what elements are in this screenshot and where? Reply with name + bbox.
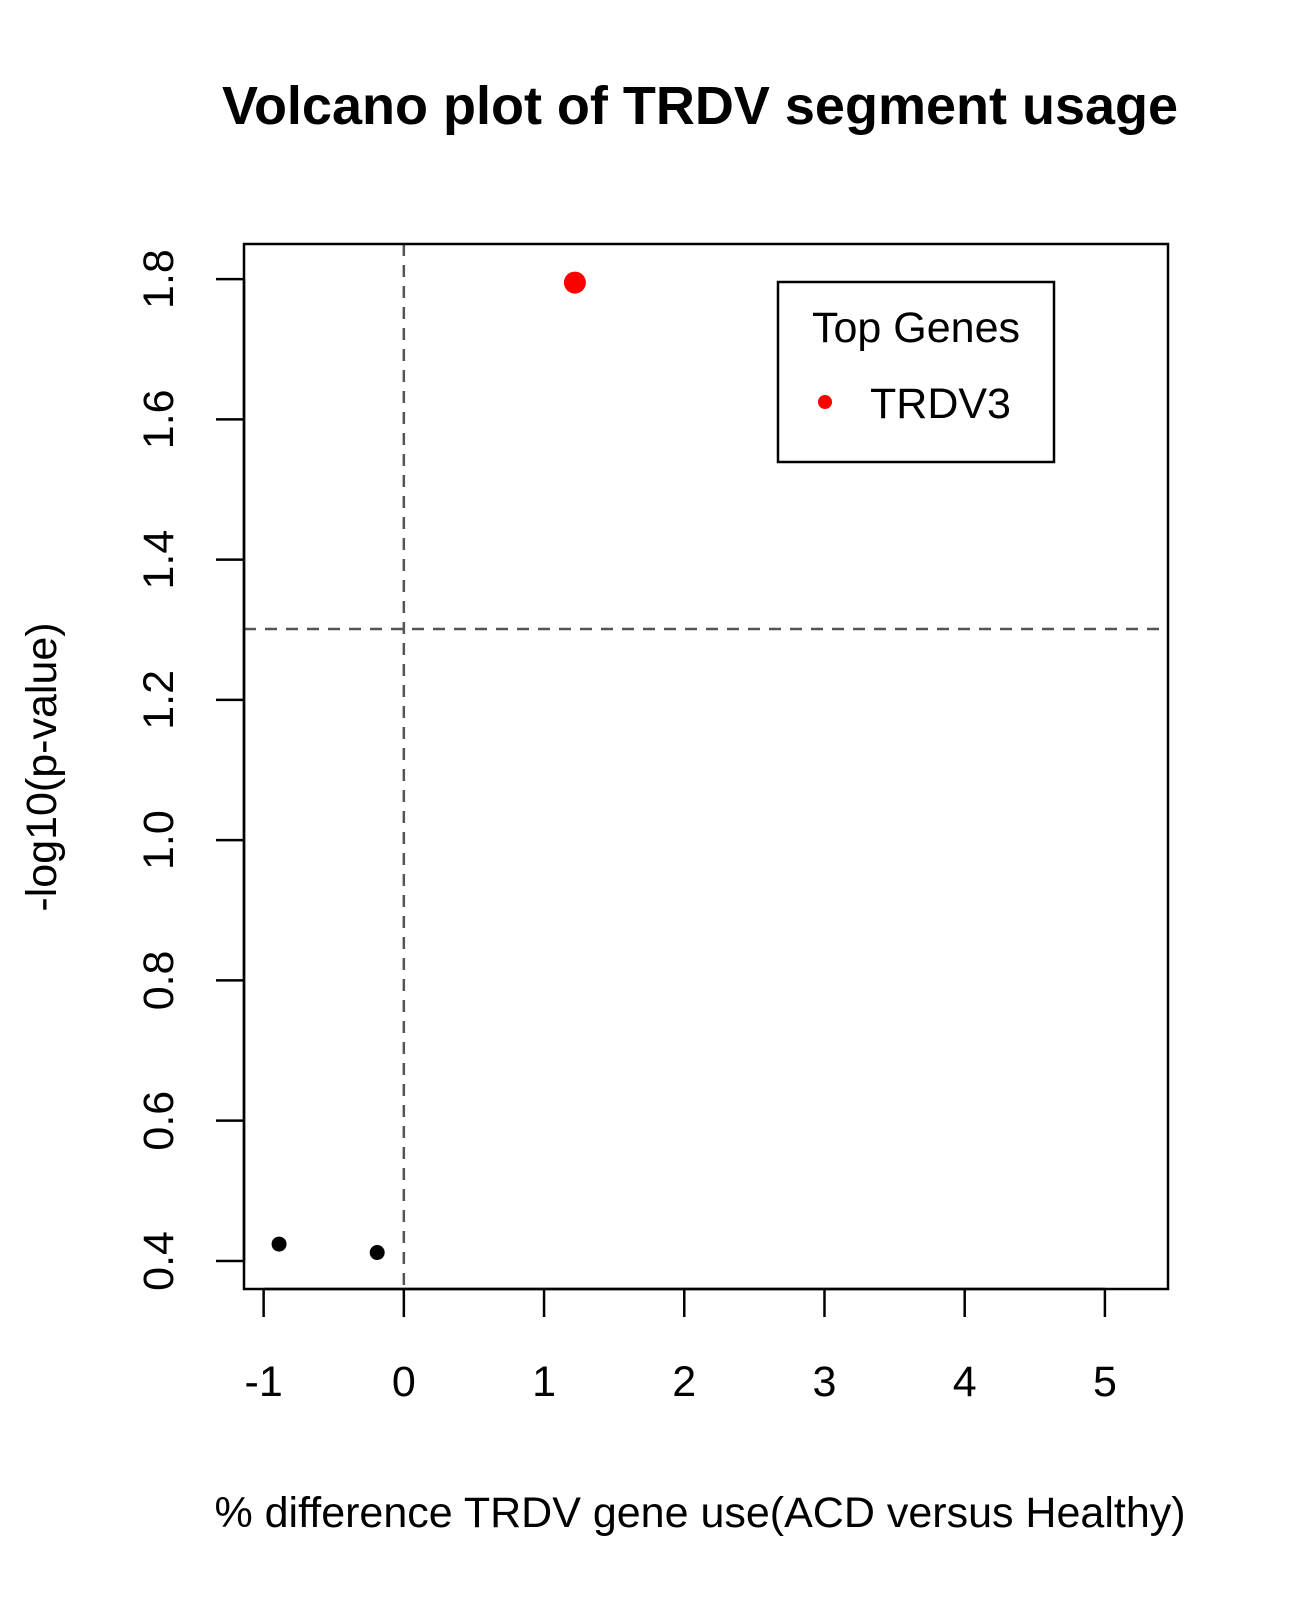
legend-label-trdv3: TRDV3 <box>870 380 1011 428</box>
plot-area: -1 0 1 2 3 4 5 0.4 0.6 0.8 1.0 1.2 1.4 1.6 1.8 <box>135 242 1170 1406</box>
legend-box <box>776 280 1056 464</box>
x-tick-label: 4 <box>953 1358 977 1406</box>
legend: Top Genes TRDV3 <box>776 280 1056 464</box>
y-tick-label: 1.6 <box>135 389 183 449</box>
x-tick-label: 1 <box>532 1358 556 1406</box>
x-axis-label: % difference TRDV gene use(ACD versus He… <box>214 1489 1185 1537</box>
data-point <box>369 1245 385 1261</box>
x-tick-label: 2 <box>672 1358 696 1406</box>
x-tick-label: -1 <box>245 1358 283 1406</box>
y-tick-label: 1.4 <box>135 530 183 590</box>
x-tick-label: 5 <box>1093 1358 1117 1406</box>
chart-title: Volcano plot of TRDV segment usage <box>222 76 1178 136</box>
y-tick-label: 0.6 <box>135 1091 183 1151</box>
y-tick-label: 0.8 <box>135 951 183 1011</box>
data-point <box>271 1236 287 1252</box>
y-tick-label: 1.8 <box>135 249 183 309</box>
y-tick-label: 1.0 <box>135 810 183 870</box>
data-point-highlighted <box>563 271 586 294</box>
y-axis-label: -log10(p-value) <box>18 622 66 911</box>
x-tick-label: 0 <box>392 1358 416 1406</box>
y-tick-label: 1.2 <box>135 670 183 730</box>
legend-marker-trdv3 <box>818 395 832 409</box>
x-tick-label: 3 <box>813 1358 837 1406</box>
y-tick-label: 0.4 <box>135 1231 183 1291</box>
legend-title: Top Genes <box>812 304 1020 352</box>
